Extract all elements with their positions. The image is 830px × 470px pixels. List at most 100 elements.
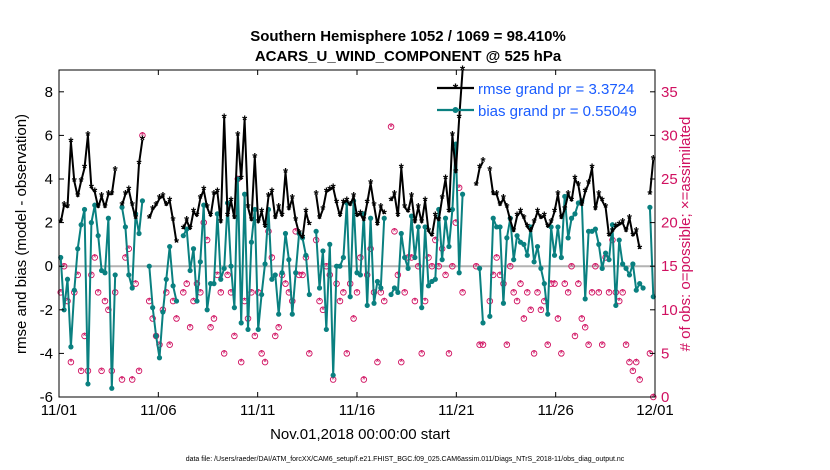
rmse-point: * <box>545 220 551 235</box>
rmse-point: * <box>555 187 561 202</box>
rmse-point: * <box>188 222 194 237</box>
rmse-line <box>475 161 484 186</box>
bias-point <box>272 272 278 278</box>
bias-point <box>221 265 227 271</box>
obs-assimilated-point: * <box>287 288 291 299</box>
rmse-point: * <box>589 161 595 176</box>
rmse-point: * <box>532 215 538 230</box>
bias-point <box>279 270 285 276</box>
obs-assimilated-point: * <box>331 375 335 386</box>
rmse-point: * <box>89 180 95 195</box>
obs-assimilated-point: * <box>137 366 141 377</box>
rmse-point: * <box>572 172 578 187</box>
obs-assimilated-point: * <box>570 262 574 273</box>
bias-point <box>306 291 312 298</box>
bias-point <box>347 294 353 300</box>
bias-point <box>647 204 653 210</box>
obs-possible-point <box>449 262 456 270</box>
bias-line <box>488 195 644 317</box>
obs-assimilated-point: * <box>164 288 168 299</box>
left-y-axis-label: rmse and bias (model - observation) <box>13 114 30 354</box>
rmse-point: * <box>603 200 609 215</box>
obs-assimilated-point: * <box>566 288 570 299</box>
bias-point <box>459 191 466 197</box>
rmse-point: * <box>647 187 653 202</box>
bias-point <box>609 222 616 228</box>
obs-assimilated-point: * <box>604 253 608 264</box>
bias-point <box>303 252 309 258</box>
rmse-point: * <box>109 187 115 202</box>
rmse-point: * <box>208 209 214 224</box>
obs-assimilated-point: * <box>260 349 264 360</box>
obs-assimilated-point: * <box>481 340 485 351</box>
bias-point <box>439 257 445 263</box>
bias-point <box>504 235 510 241</box>
obs-assimilated-point: * <box>430 262 434 273</box>
rmse-point: * <box>303 204 309 219</box>
bias-point <box>395 289 401 295</box>
bias-point <box>167 243 173 250</box>
obs-assimilated-point: * <box>205 236 209 247</box>
rmse-point: * <box>201 183 207 198</box>
obs-possible-point <box>629 367 637 375</box>
bias-point <box>173 298 180 304</box>
bias-point <box>136 230 142 237</box>
rmse-point: * <box>498 198 504 213</box>
obs-assimilated-point: * <box>529 305 533 316</box>
obs-possible-point <box>251 332 259 340</box>
right-y-tick-label: 15 <box>661 258 678 275</box>
left-y-tick-label: 2 <box>45 215 53 232</box>
rmse-point: * <box>624 224 630 239</box>
obs-possible-point <box>622 341 630 348</box>
obs-possible-point <box>411 297 419 305</box>
rmse-point: * <box>324 185 330 200</box>
rmse-point: * <box>171 213 177 228</box>
obs-possible-point <box>527 306 534 314</box>
obs-possible-point <box>139 132 146 139</box>
obs-possible-point <box>524 289 531 296</box>
obs-assimilated-point: * <box>222 349 226 360</box>
rmse-point: * <box>160 189 166 204</box>
bias-point <box>500 300 507 306</box>
obs-assimilated-point: * <box>427 253 431 264</box>
obs-assimilated-point: * <box>175 314 179 325</box>
bias-point <box>126 272 132 278</box>
rmse-point: * <box>406 204 412 219</box>
bias-series <box>58 141 656 391</box>
rmse-point: * <box>354 209 360 224</box>
obs-possible-point <box>520 315 528 322</box>
legend-rmse-marker: * <box>453 80 459 96</box>
rmse-point: * <box>164 198 170 213</box>
rmse-point: * <box>583 185 589 200</box>
obs-assimilated-point: * <box>318 297 322 308</box>
obs-assimilated-point: * <box>181 288 185 299</box>
bias-point <box>238 320 244 326</box>
bias-point <box>327 241 333 247</box>
obs-assimilated-point: * <box>522 314 526 325</box>
bias-point <box>599 265 605 271</box>
obs-possible-point <box>479 341 487 348</box>
obs-possible-point <box>507 262 514 270</box>
bias-point <box>388 291 394 298</box>
bias-point <box>323 326 329 333</box>
obs-assimilated-point: * <box>62 262 66 273</box>
rmse-point: * <box>443 172 449 187</box>
obs-assimilated-point: * <box>536 288 540 299</box>
bias-point <box>497 224 503 230</box>
obs-possible-point <box>418 350 425 357</box>
bias-point <box>139 198 146 204</box>
obs-possible-point <box>428 262 436 270</box>
bias-point <box>88 220 94 226</box>
obs-possible-point <box>619 289 626 296</box>
rmse-point: * <box>167 193 173 208</box>
obs-possible-point <box>210 315 218 322</box>
obs-assimilated-point: * <box>512 288 516 299</box>
bias-point <box>477 265 483 271</box>
rmse-point: * <box>419 215 425 230</box>
bias-point <box>81 206 88 213</box>
obs-assimilated-point: * <box>120 375 124 386</box>
obs-possible-point <box>163 289 170 296</box>
bias-point <box>368 215 374 221</box>
obs-assimilated-point: * <box>423 297 427 308</box>
rmse-point: * <box>651 152 657 167</box>
